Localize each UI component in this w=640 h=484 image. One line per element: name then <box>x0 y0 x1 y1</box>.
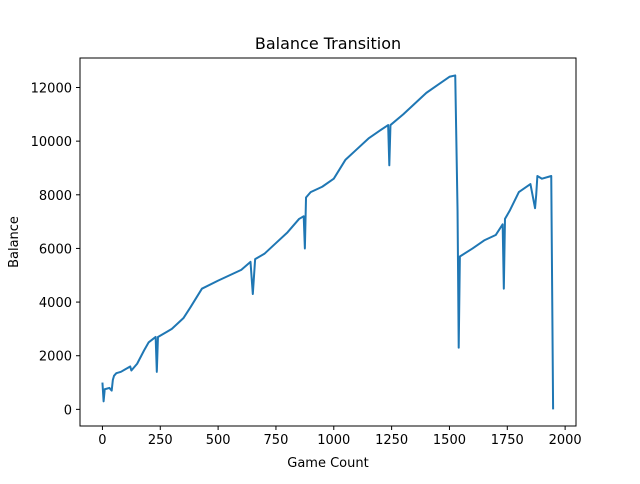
x-tick-label: 250 <box>148 433 173 448</box>
y-tick-label: 4000 <box>39 296 72 311</box>
chart-title: Balance Transition <box>255 34 401 53</box>
x-tick-label: 750 <box>264 433 289 448</box>
x-tick-label: 1000 <box>317 433 350 448</box>
y-tick-label: 8000 <box>39 189 72 204</box>
x-tick-label: 1750 <box>491 433 524 448</box>
x-tick-label: 500 <box>206 433 231 448</box>
data-line <box>101 74 555 410</box>
y-axis-label: Balance <box>7 216 22 268</box>
x-tick-label: 0 <box>98 433 106 448</box>
y-tick-label: 0 <box>64 403 72 418</box>
y-tick-label: 10000 <box>31 135 72 150</box>
x-tick-label: 2000 <box>549 433 582 448</box>
x-tick-label: 1500 <box>433 433 466 448</box>
y-tick-label: 6000 <box>39 242 72 257</box>
x-tick-label: 1250 <box>375 433 408 448</box>
y-tick-label: 2000 <box>39 350 72 365</box>
y-tick-label: 12000 <box>31 82 72 97</box>
x-axis-label: Game Count <box>287 456 368 471</box>
plot-frame <box>79 57 577 427</box>
